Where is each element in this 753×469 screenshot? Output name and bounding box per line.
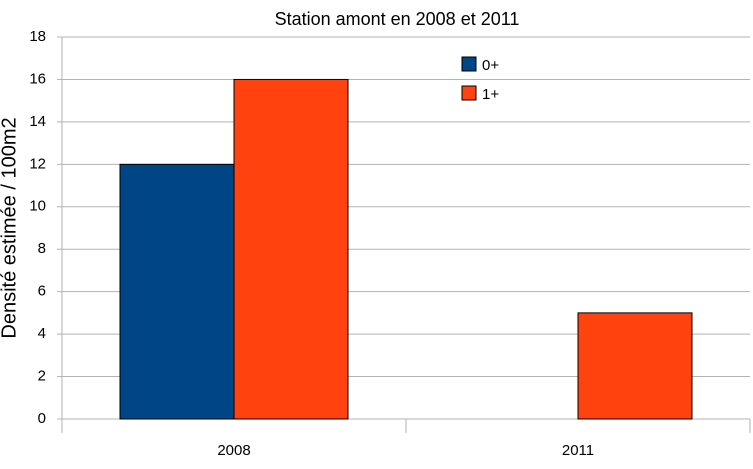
- legend-swatch: [461, 56, 477, 72]
- legend-swatch: [461, 85, 477, 101]
- legend-label: 1+: [482, 86, 499, 103]
- y-tick-label: 8: [38, 240, 46, 257]
- y-tick-label: 12: [29, 155, 46, 172]
- y-tick-label: 2: [38, 368, 46, 385]
- y-tick-label: 18: [29, 28, 46, 45]
- y-tick-label: 14: [29, 113, 46, 130]
- y-tick-label: 4: [38, 325, 46, 342]
- bar: [233, 78, 349, 420]
- y-tick-label: 0: [38, 410, 46, 427]
- x-tick-label: 2011: [562, 442, 594, 459]
- chart-title: Station amont en 2008 et 2011: [275, 9, 520, 29]
- bar: [577, 312, 693, 420]
- y-tick-label: 10: [29, 198, 46, 215]
- legend-label: 0+: [482, 57, 499, 74]
- bar: [119, 163, 235, 420]
- x-tick-label: 2008: [217, 442, 250, 459]
- y-tick-label: 16: [29, 70, 46, 87]
- y-tick-label: 6: [38, 283, 46, 300]
- y-axis-label: Densité estimée / 100m2: [0, 117, 20, 338]
